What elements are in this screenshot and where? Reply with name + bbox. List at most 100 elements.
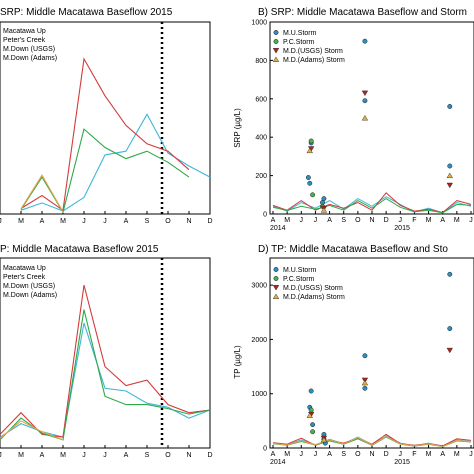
a-series-line bbox=[20, 57, 190, 212]
b-y-tick-label: 0 bbox=[263, 212, 267, 219]
d-x-tick-label: O bbox=[355, 451, 361, 458]
b-legend-marker bbox=[272, 48, 280, 54]
c-x-tick-label: M bbox=[18, 452, 24, 459]
a-legend-entry: Peter's Creek bbox=[3, 37, 46, 44]
b-storm-point bbox=[362, 98, 368, 104]
a-x-tick-label: M bbox=[60, 218, 66, 225]
c-series-line bbox=[0, 322, 211, 438]
b-storm-point bbox=[320, 207, 328, 213]
a-x-tick-label: A bbox=[124, 218, 129, 225]
b-legend-entry: P.C.Storm bbox=[283, 39, 315, 46]
a-x-tick-label: N bbox=[186, 218, 191, 225]
b-storm-point bbox=[446, 182, 453, 189]
b-storm-point bbox=[306, 147, 313, 154]
c-x-tick-label: J bbox=[0, 452, 2, 459]
b-x-tick-label: M bbox=[454, 217, 460, 224]
b-x-tick-label: F bbox=[412, 217, 416, 224]
c-series-line bbox=[0, 420, 64, 441]
d-storm-point bbox=[362, 385, 368, 391]
b-storm-point bbox=[446, 172, 453, 178]
panel-d: D) TP: Middle Macatawa Baseflow and Sto … bbox=[233, 244, 474, 466]
panel-c-title: P: Middle Macatawa Baseflow 2015 bbox=[0, 244, 159, 255]
c-legend-entry: Peter's Creek bbox=[3, 274, 46, 281]
c-x-tick-label: N bbox=[186, 452, 191, 459]
a-x-tick-label: J bbox=[0, 218, 2, 225]
a-legend-entry: M.Down (USGS) bbox=[3, 46, 55, 53]
panel-b-ylabel: SRP (µg/L) bbox=[233, 108, 242, 148]
b-legend-entry: M.D.(Adams) Storm bbox=[283, 57, 345, 64]
d-storm-point bbox=[447, 271, 453, 277]
b-x-tick-label: J bbox=[399, 217, 403, 224]
b-storm-point bbox=[308, 138, 314, 144]
a-legend-entry: Macatawa Up bbox=[3, 28, 46, 35]
b-legend-entry: M.U.Storm bbox=[283, 30, 317, 37]
a-x-tick-label: A bbox=[40, 218, 45, 225]
d-baseflow-line bbox=[272, 433, 472, 447]
d-x-tick-label: N bbox=[369, 451, 374, 458]
d-x-tick-label: M bbox=[426, 451, 432, 458]
d-x-tick-label: M bbox=[454, 451, 460, 458]
d-legend-marker bbox=[272, 293, 280, 299]
d-x-tick-label: A bbox=[327, 451, 332, 458]
d-legend-marker bbox=[272, 285, 280, 291]
b-y-tick-label: 1000 bbox=[251, 20, 267, 27]
c-legend-entry: M.Down (Adams) bbox=[3, 292, 57, 299]
b-x-tick-label: A bbox=[440, 217, 445, 224]
panel-a-title: SRP: Middle Macatawa Baseflow 2015 bbox=[0, 7, 173, 18]
b-storm-point bbox=[305, 175, 311, 180]
a-x-tick-label: O bbox=[165, 218, 171, 225]
panel-a: SRP: Middle Macatawa Baseflow 2015 J M A M J… bbox=[0, 7, 213, 225]
d-x-tick-label: J bbox=[314, 451, 318, 458]
b-year-label: 2015 bbox=[394, 225, 410, 232]
panel-d-ylabel: TP (µg/L) bbox=[233, 345, 242, 379]
b-baseflow-line bbox=[272, 198, 472, 214]
d-storm-point bbox=[361, 379, 369, 386]
b-storm-point bbox=[362, 38, 368, 44]
d-y-tick-label: 3000 bbox=[251, 283, 267, 290]
d-storm-point bbox=[308, 407, 314, 413]
d-y-tick-label: 0 bbox=[263, 446, 267, 453]
b-x-tick-label: D bbox=[384, 217, 389, 224]
c-series-line bbox=[0, 284, 211, 438]
b-legend-entry: M.D.(USGS) Storm bbox=[283, 48, 343, 55]
d-year-label: 2014 bbox=[270, 459, 286, 466]
b-storm-point bbox=[321, 196, 327, 202]
d-storm-point bbox=[310, 429, 316, 435]
d-legend-entry: M.U.Storm bbox=[283, 267, 317, 274]
d-storm-point bbox=[310, 422, 316, 428]
b-legend-marker bbox=[272, 56, 280, 62]
panel-b: B) SRP: Middle Macatawa Baseflow and Sto… bbox=[233, 7, 474, 232]
b-y-tick-label: 200 bbox=[255, 173, 267, 180]
b-legend-marker bbox=[273, 39, 279, 44]
b-y-tick-label: 800 bbox=[255, 58, 267, 65]
d-legend-entry: P.C.Storm bbox=[283, 276, 315, 283]
b-storm-point bbox=[310, 192, 316, 198]
d-x-tick-label: J bbox=[469, 451, 473, 458]
d-legend-marker bbox=[273, 267, 279, 272]
d-x-tick-label: D bbox=[384, 451, 389, 458]
b-x-tick-label: A bbox=[327, 217, 332, 224]
d-storm-point bbox=[446, 347, 453, 354]
d-x-tick-label: A bbox=[440, 451, 445, 458]
d-storm-point bbox=[320, 436, 328, 443]
d-x-tick-label: J bbox=[300, 451, 304, 458]
c-legend-entry: Macatawa Up bbox=[3, 265, 46, 272]
b-x-tick-label: M bbox=[426, 217, 432, 224]
d-year-label: 2015 bbox=[394, 459, 410, 466]
d-storm-point bbox=[447, 326, 453, 332]
d-storm-point bbox=[308, 388, 314, 394]
b-x-tick-label: S bbox=[341, 217, 346, 224]
d-legend-marker bbox=[273, 276, 279, 281]
a-x-tick-label: J bbox=[103, 218, 107, 225]
b-y-tick-label: 400 bbox=[255, 135, 267, 142]
panel-b-title: B) SRP: Middle Macatawa Baseflow and Sto… bbox=[258, 7, 467, 18]
b-x-tick-label: J bbox=[314, 217, 318, 224]
b-x-tick-label: M bbox=[284, 217, 290, 224]
d-x-tick-label: A bbox=[271, 451, 276, 458]
b-y-tick-label: 600 bbox=[255, 96, 267, 103]
c-x-tick-label: J bbox=[82, 452, 86, 459]
d-legend-entry: M.D.(USGS) Storm bbox=[283, 285, 343, 292]
d-y-tick-label: 2000 bbox=[251, 337, 267, 344]
c-x-tick-label: A bbox=[124, 452, 129, 459]
